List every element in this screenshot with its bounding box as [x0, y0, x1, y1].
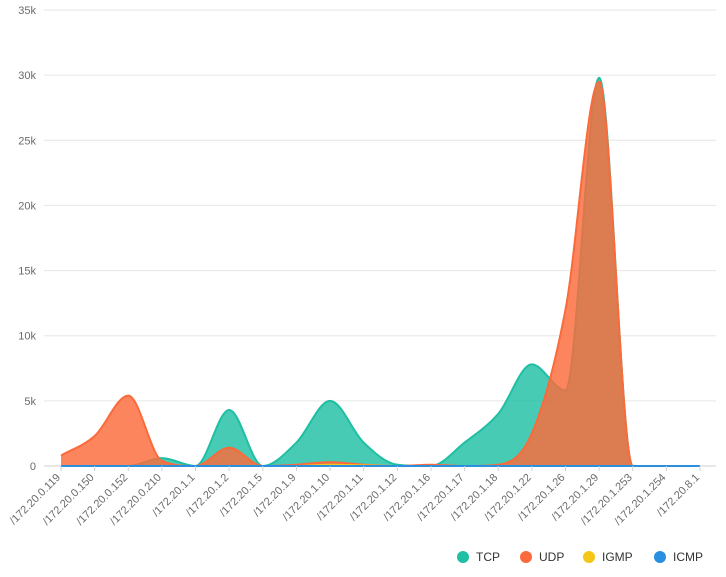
- y-tick-label: 5k: [24, 396, 36, 408]
- series-area-udp: [61, 81, 700, 467]
- y-tick-label: 25k: [18, 135, 36, 147]
- y-tick-label: 35k: [18, 5, 36, 17]
- legend-label-udp: UDP: [539, 550, 564, 564]
- legend-item-tcp[interactable]: TCP: [457, 550, 500, 564]
- grid-layer: [44, 9, 716, 467]
- legend-label-icmp: ICMP: [673, 550, 703, 564]
- y-tick-label: 15k: [18, 266, 36, 278]
- legend[interactable]: TCP UDP IGMP ICMP: [457, 550, 703, 564]
- legend-item-icmp[interactable]: ICMP: [654, 550, 703, 564]
- legend-marker-tcp: [457, 551, 469, 563]
- series-area-layer: [60, 76, 700, 468]
- legend-marker-icmp: [654, 551, 666, 563]
- y-tick-label: 10k: [18, 331, 36, 343]
- legend-marker-igmp: [583, 551, 595, 563]
- y-tick-label: 20k: [18, 200, 36, 212]
- legend-item-udp[interactable]: UDP: [520, 550, 564, 564]
- y-tick-label: 0: [30, 461, 36, 473]
- legend-marker-udp: [520, 551, 532, 563]
- legend-label-tcp: TCP: [476, 550, 500, 564]
- legend-label-igmp: IGMP: [602, 550, 633, 564]
- y-tick-label: 30k: [18, 70, 36, 82]
- legend-item-igmp[interactable]: IGMP: [583, 550, 633, 564]
